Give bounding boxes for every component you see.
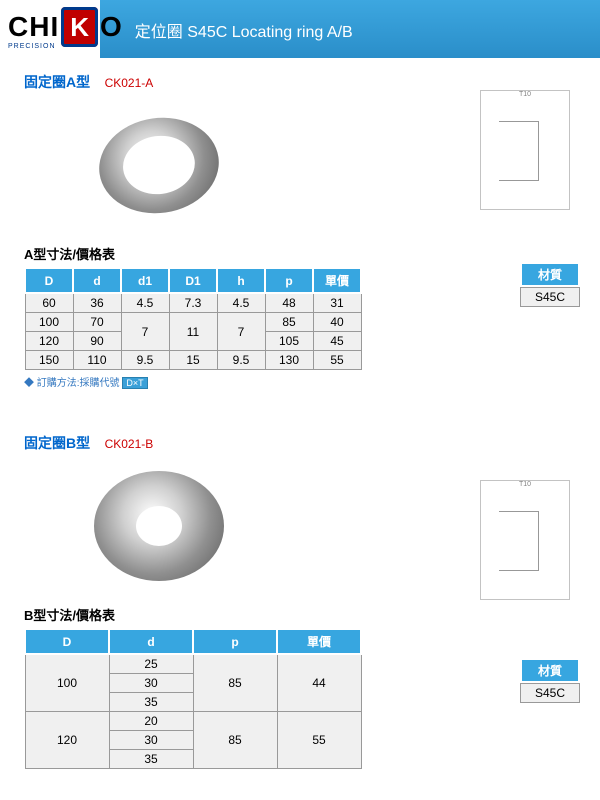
colb-D: D bbox=[25, 629, 109, 654]
material-label: 材質 bbox=[520, 262, 580, 287]
table-a: D d d1 D1 h p 單價 60364.57.34.54831 10070… bbox=[24, 267, 362, 370]
col-D: D bbox=[25, 268, 73, 293]
colb-price: 單價 bbox=[277, 629, 361, 654]
material-a: 材質 S45C bbox=[520, 262, 580, 307]
section-b-label: 固定圈B型 bbox=[24, 433, 90, 453]
table-row: 120208555 bbox=[25, 712, 361, 731]
dxt-tag: D×T bbox=[122, 377, 147, 389]
material-value: S45C bbox=[520, 287, 580, 307]
col-D1: D1 bbox=[169, 268, 217, 293]
ring-a-image bbox=[84, 100, 234, 230]
table-b: D d p 單價 100258544 30 35 120208555 30 35 bbox=[24, 628, 362, 769]
page-header: CHIKO PRECISION 定位圈 S45C Locating ring A… bbox=[0, 0, 600, 60]
col-p: p bbox=[265, 268, 313, 293]
brand-chi: CHI bbox=[8, 11, 59, 42]
col-d1: d1 bbox=[121, 268, 169, 293]
material-b: 材質 S45C bbox=[520, 658, 580, 703]
table-row: 1007071178540 bbox=[25, 313, 361, 332]
table-row: 100258544 bbox=[25, 654, 361, 674]
material-label: 材質 bbox=[520, 658, 580, 683]
tech-drawing-a: T10 bbox=[480, 90, 570, 210]
table-b-title: B型寸法/價格表 bbox=[24, 605, 576, 624]
table-row: 60364.57.34.54831 bbox=[25, 293, 361, 313]
brand-logo: CHIKO PRECISION bbox=[8, 11, 123, 50]
tech-drawing-b: T10 bbox=[480, 480, 570, 600]
col-price: 單價 bbox=[313, 268, 361, 293]
brand-k: K bbox=[61, 7, 98, 47]
section-b-partno: CK021-B bbox=[105, 437, 154, 451]
page-title: 定位圈 S45C Locating ring A/B bbox=[135, 18, 353, 42]
colb-p: p bbox=[193, 629, 277, 654]
col-h: h bbox=[217, 268, 265, 293]
material-value: S45C bbox=[520, 683, 580, 703]
table-a-title: A型寸法/價格表 bbox=[24, 244, 576, 263]
colb-d: d bbox=[109, 629, 193, 654]
table-row: 1501109.5159.513055 bbox=[25, 351, 361, 370]
order-note: ◆ 訂購方法:採購代號 D×T bbox=[24, 374, 576, 389]
ring-b-image bbox=[84, 461, 234, 591]
brand-o: O bbox=[100, 11, 123, 42]
section-a-partno: CK021-A bbox=[105, 76, 154, 90]
section-a-label: 固定圈A型 bbox=[24, 72, 90, 92]
col-d: d bbox=[73, 268, 121, 293]
